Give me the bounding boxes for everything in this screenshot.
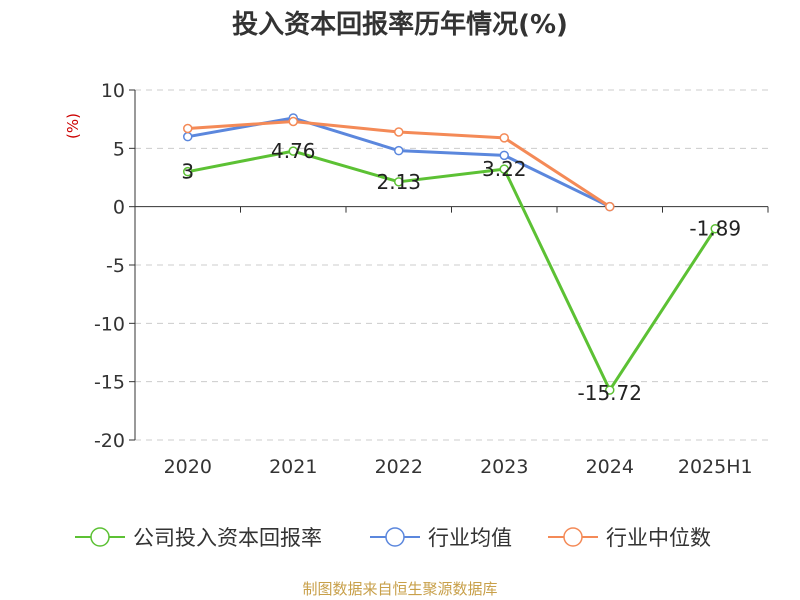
- legend-item: 行业均值: [370, 526, 512, 550]
- x-tick-label: 2021: [269, 456, 317, 478]
- y-axis-unit-label: (%): [64, 113, 82, 139]
- x-tick-label: 2023: [480, 456, 528, 478]
- x-tick-label: 2025H1: [678, 456, 753, 478]
- data-point: [605, 201, 615, 212]
- y-tick-label: -10: [94, 313, 125, 335]
- legend-label: 公司投入资本回报率: [133, 526, 322, 550]
- x-tick-label: 2022: [375, 456, 423, 478]
- data-label: -1.89: [689, 217, 741, 241]
- data-label: 3.22: [482, 157, 527, 181]
- y-tick-label: 5: [113, 138, 125, 160]
- y-tick-label: -20: [94, 430, 125, 452]
- data-point: [394, 145, 404, 156]
- grid-lines: [135, 89, 768, 441]
- y-tick-label: 10: [101, 80, 125, 102]
- data-labels: 3 4.76 2.13 3.22 -15.72 -1.89: [181, 139, 741, 405]
- legend-item: 行业中位数: [548, 526, 711, 550]
- x-tick-label: 2024: [586, 456, 634, 478]
- data-label: 3: [181, 160, 194, 184]
- legend-marker: [385, 527, 405, 547]
- data-point: [288, 116, 298, 127]
- data-point: [394, 127, 404, 137]
- legend-item: 公司投入资本回报率: [75, 526, 322, 550]
- data-point: [499, 164, 509, 174]
- y-tick-label: -5: [106, 255, 125, 277]
- y-tick-label: -15: [94, 372, 125, 394]
- chart-title: 投入资本回报率历年情况(%): [232, 10, 568, 40]
- x-tick-label: 2020: [164, 456, 212, 478]
- data-label: -15.72: [578, 381, 642, 405]
- y-tick-label: 0: [113, 197, 125, 219]
- data-point: [710, 223, 720, 234]
- data-point: [499, 150, 509, 161]
- data-point: [183, 131, 193, 142]
- data-point: [499, 133, 509, 143]
- data-label: 4.76: [271, 139, 316, 163]
- series: [183, 113, 720, 395]
- data-point: [183, 123, 193, 134]
- data-point: [288, 146, 298, 156]
- data-point: [183, 166, 193, 177]
- legend-label: 行业中位数: [606, 526, 711, 550]
- data-label: 2.13: [376, 170, 421, 194]
- legend-marker: [563, 527, 583, 547]
- legend: 公司投入资本回报率 行业均值 行业中位数: [75, 526, 711, 550]
- source-note: 制图数据来自恒生聚源数据库: [302, 580, 498, 598]
- legend-marker: [90, 527, 110, 547]
- data-point: [394, 177, 404, 187]
- data-point: [605, 385, 615, 395]
- series-line-0: [187, 149, 717, 392]
- axes: 10 5 0 -5 -10 -15 -20 2020 2021 2022 2023 2024 2025H…: [94, 80, 769, 478]
- legend-label: 行业均值: [428, 526, 512, 550]
